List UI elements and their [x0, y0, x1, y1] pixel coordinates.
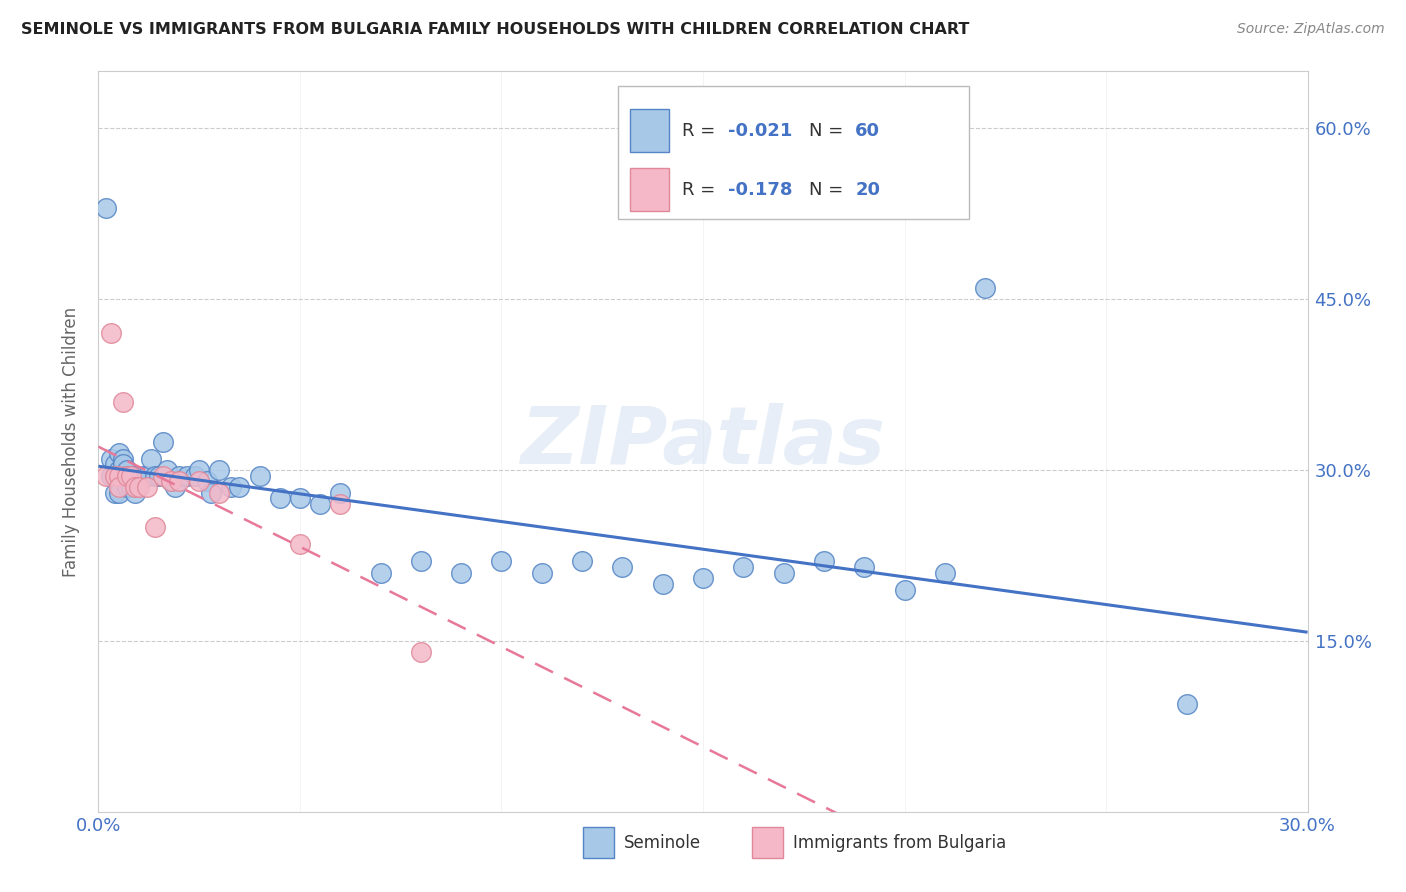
Point [128, 480, 150, 494]
Text: -0.021: -0.021 [728, 121, 793, 139]
Point [221, 480, 243, 494]
Point [143, 520, 166, 534]
Point [200, 485, 222, 500]
Point [530, 566, 553, 580]
Point [188, 475, 211, 489]
Point [107, 485, 129, 500]
Point [143, 468, 166, 483]
Point [160, 475, 183, 489]
Point [571, 554, 593, 568]
Point [156, 463, 179, 477]
Point [733, 559, 755, 574]
Point [934, 566, 956, 580]
Point [107, 446, 129, 460]
Text: Seminole: Seminole [624, 834, 702, 852]
Text: 60: 60 [855, 121, 880, 139]
Text: Immigrants from Bulgaria: Immigrants from Bulgaria [793, 834, 1007, 852]
Point [692, 571, 714, 585]
Text: -0.178: -0.178 [728, 181, 793, 199]
Text: N =: N = [810, 181, 849, 199]
Point [124, 468, 146, 483]
Point [132, 468, 155, 483]
Text: N =: N = [810, 121, 849, 139]
Point [100, 451, 122, 466]
Text: SEMINOLE VS IMMIGRANTS FROM BULGARIA FAMILY HOUSEHOLDS WITH CHILDREN CORRELATION: SEMINOLE VS IMMIGRANTS FROM BULGARIA FAM… [21, 22, 970, 37]
Point [329, 497, 352, 511]
Point [103, 468, 125, 483]
Text: 20: 20 [855, 181, 880, 199]
Point [96, 468, 118, 483]
Point [100, 468, 122, 483]
Point [120, 480, 142, 494]
Point [124, 480, 146, 494]
Point [651, 577, 673, 591]
Text: R =: R = [682, 121, 721, 139]
Point [103, 468, 125, 483]
Point [128, 475, 150, 489]
Point [893, 582, 915, 597]
Point [409, 645, 432, 659]
Point [115, 468, 138, 483]
Point [103, 485, 125, 500]
Point [228, 480, 250, 494]
Point [160, 475, 183, 489]
Point [167, 468, 190, 483]
Bar [752, 827, 783, 858]
Point [107, 480, 129, 494]
Point [1175, 697, 1198, 711]
Point [111, 394, 134, 409]
Point [195, 475, 218, 489]
Point [120, 468, 142, 483]
Point [288, 537, 311, 551]
Point [111, 451, 134, 466]
Point [107, 468, 129, 483]
Point [120, 468, 142, 483]
Point [96, 201, 118, 215]
Point [491, 554, 513, 568]
FancyBboxPatch shape [630, 109, 669, 152]
FancyBboxPatch shape [619, 87, 969, 219]
Point [208, 463, 231, 477]
Point [107, 463, 129, 477]
Point [148, 468, 170, 483]
Point [329, 485, 352, 500]
Point [152, 468, 174, 483]
Point [309, 497, 332, 511]
Point [111, 458, 134, 472]
Point [249, 468, 271, 483]
Point [269, 491, 291, 506]
Point [135, 480, 157, 494]
Point [152, 434, 174, 449]
Point [103, 458, 125, 472]
Point [176, 468, 198, 483]
Point [115, 463, 138, 477]
Text: Source: ZipAtlas.com: Source: ZipAtlas.com [1237, 22, 1385, 37]
Point [184, 468, 207, 483]
Point [772, 566, 794, 580]
Point [208, 485, 231, 500]
Text: R =: R = [682, 181, 721, 199]
Point [370, 566, 392, 580]
Point [188, 463, 211, 477]
Point [450, 566, 472, 580]
Point [115, 468, 138, 483]
Point [115, 480, 138, 494]
Point [813, 554, 835, 568]
Point [409, 554, 432, 568]
Point [139, 451, 162, 466]
Point [853, 559, 876, 574]
Text: ZIPatlas: ZIPatlas [520, 402, 886, 481]
Point [107, 475, 129, 489]
Point [288, 491, 311, 506]
Point [163, 480, 186, 494]
Bar [583, 827, 614, 858]
FancyBboxPatch shape [630, 169, 669, 211]
Point [167, 475, 190, 489]
Point [124, 485, 146, 500]
Point [135, 468, 157, 483]
Point [974, 281, 997, 295]
Y-axis label: Family Households with Children: Family Households with Children [62, 307, 80, 576]
Point [612, 559, 634, 574]
Point [100, 326, 122, 341]
